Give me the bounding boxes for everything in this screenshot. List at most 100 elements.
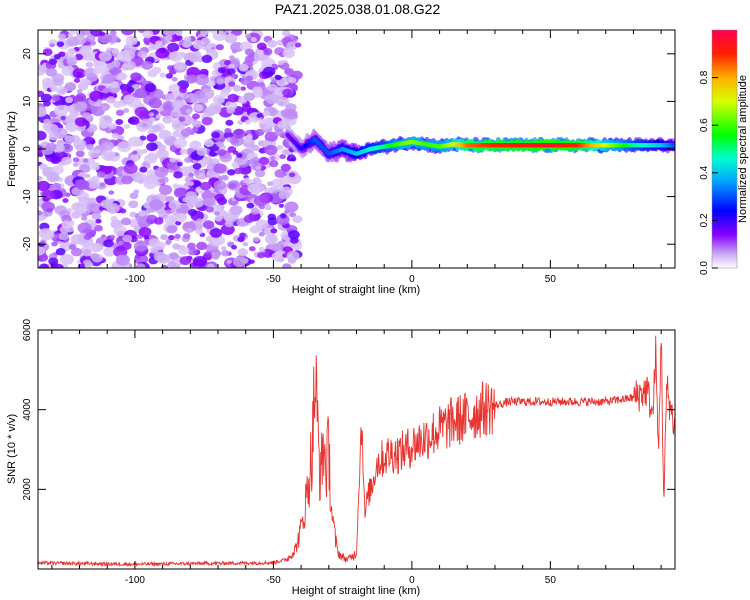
noise-blob	[38, 263, 49, 268]
noise-blob	[173, 137, 188, 149]
noise-blob	[146, 133, 158, 143]
noise-blob	[158, 47, 167, 54]
noise-blob	[82, 158, 89, 163]
noise-blob	[186, 228, 193, 234]
noise-blob	[220, 246, 227, 251]
colorbar-tick-label: 0.8	[699, 70, 710, 84]
noise-blob	[125, 35, 138, 46]
noise-blob	[201, 54, 213, 64]
noise-blob	[86, 202, 100, 213]
noise-blob	[38, 253, 49, 262]
noise-blob	[96, 171, 106, 178]
noise-blob	[61, 156, 72, 166]
noise-blob	[169, 157, 176, 163]
noise-blob	[167, 261, 176, 268]
noise-blob	[201, 116, 213, 126]
noise-blob	[262, 47, 273, 56]
noise-blob	[288, 230, 300, 240]
noise-blob	[174, 61, 186, 71]
noise-blob	[42, 122, 53, 131]
noise-blob	[70, 247, 83, 257]
noise-blob	[220, 224, 235, 235]
snr-xtick-label: 50	[545, 575, 557, 586]
noise-blob	[192, 113, 200, 120]
noise-blob	[245, 75, 254, 82]
noise-blob	[95, 218, 102, 224]
noise-blob	[195, 224, 203, 230]
noise-blob	[212, 30, 227, 42]
noise-blob	[255, 219, 269, 230]
noise-blob	[75, 150, 85, 158]
noise-blob	[82, 249, 92, 257]
noise-blob	[38, 180, 50, 192]
noise-blob	[200, 30, 209, 36]
noise-blob	[38, 210, 43, 216]
colorbar-gradient	[711, 29, 738, 269]
noise-blob	[74, 95, 85, 104]
noise-blob	[196, 241, 208, 251]
noise-blob	[212, 95, 225, 105]
noise-blob	[96, 99, 103, 104]
noise-blob	[71, 211, 81, 219]
noise-blob	[160, 234, 169, 241]
noise-blob	[72, 68, 86, 79]
noise-blob	[67, 48, 76, 55]
noise-blob	[277, 60, 285, 66]
noise-blob	[186, 165, 195, 172]
noise-blob	[190, 97, 198, 104]
noise-blob	[278, 190, 291, 200]
noise-blob	[284, 201, 299, 213]
noise-blob	[38, 105, 47, 116]
noise-blob	[80, 45, 93, 55]
noise-blob	[141, 149, 148, 154]
noise-blob	[164, 93, 175, 101]
noise-blob	[70, 234, 85, 245]
noise-blob	[72, 162, 79, 167]
noise-blob	[103, 239, 114, 248]
noise-blob	[264, 144, 278, 156]
noise-blob	[55, 247, 66, 256]
noise-blob	[187, 247, 198, 256]
noise-blob	[211, 235, 226, 246]
spectrogram-ytick-label: 10	[22, 95, 33, 107]
noise-blob	[102, 87, 110, 94]
noise-blob	[99, 182, 105, 187]
noise-blob	[274, 129, 284, 137]
noise-blob	[162, 115, 174, 124]
noise-blob	[116, 50, 131, 62]
noise-blob	[129, 79, 135, 84]
noise-blob	[73, 138, 87, 150]
noise-blob	[91, 163, 100, 171]
noise-blob	[122, 234, 133, 243]
noise-blob	[223, 59, 232, 66]
snr-ytick-label: 6000	[22, 318, 33, 341]
noise-blob	[167, 65, 174, 71]
noise-blob	[221, 174, 228, 180]
spectrogram-ytick-label: 0	[22, 146, 33, 152]
noise-blob	[167, 234, 175, 241]
noise-blob	[132, 150, 138, 155]
colorbar-tick-label: 0.2	[699, 213, 710, 227]
noise-blob	[267, 217, 278, 226]
noise-blob	[226, 107, 236, 114]
noise-blob	[134, 173, 149, 184]
noise-blob	[269, 186, 280, 194]
noise-blob	[292, 215, 303, 224]
noise-blob	[229, 55, 235, 60]
noise-blob	[185, 109, 192, 114]
noise-blob	[126, 86, 135, 93]
noise-blob	[247, 183, 261, 194]
noise-blob	[38, 130, 47, 141]
noise-blob	[41, 189, 55, 201]
noise-blob	[173, 171, 183, 179]
noise-blob	[89, 90, 104, 102]
noise-blob	[39, 163, 48, 171]
noise-blob	[241, 104, 252, 112]
noise-blob	[66, 36, 80, 47]
noise-blob	[213, 163, 227, 174]
noise-blob	[90, 30, 103, 37]
noise-blob	[46, 172, 60, 183]
noise-blob	[62, 198, 69, 203]
noise-blob	[141, 60, 153, 70]
noise-blob	[258, 204, 265, 210]
